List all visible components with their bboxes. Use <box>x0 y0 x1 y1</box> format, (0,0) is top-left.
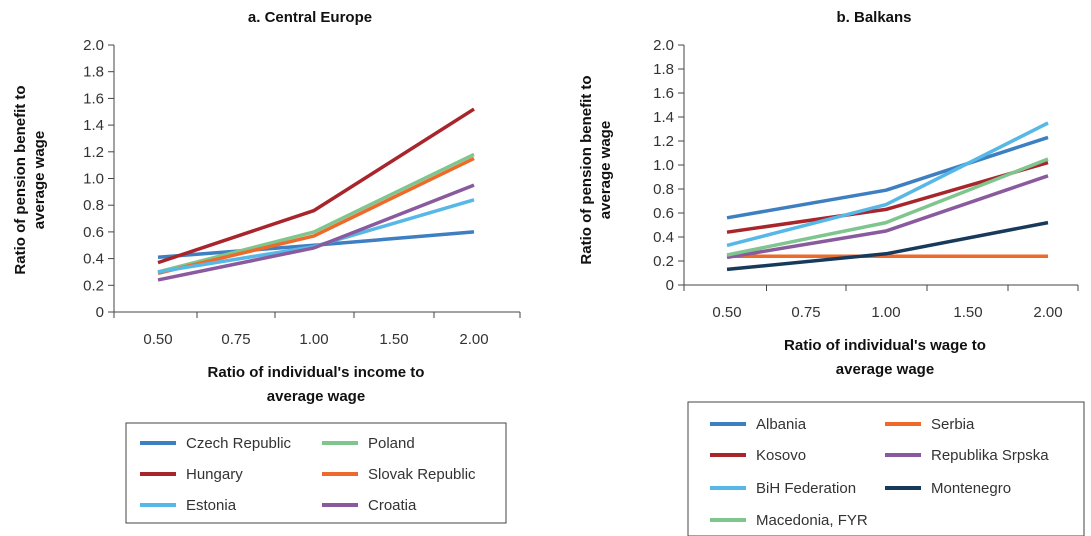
y-tick-label: 0.8 <box>83 197 104 214</box>
series-line-croatia <box>157 183 475 282</box>
y-tick-label: 0.8 <box>653 181 674 198</box>
y-tick-label: 1.2 <box>83 144 104 161</box>
x-axis-label: average wage <box>836 361 934 378</box>
y-tick-label: 1.2 <box>653 133 674 150</box>
y-tick-label: 2.0 <box>653 37 674 54</box>
y-tick-label: 1.6 <box>653 85 674 102</box>
y-tick-label: 1.0 <box>83 171 104 188</box>
x-tick-label: 1.50 <box>953 304 982 321</box>
y-tick-label: 0.4 <box>83 251 104 268</box>
legend: Albania Serbia Kosovo Republika Srpska BiH F… <box>687 401 1085 536</box>
x-tick-label: 1.00 <box>299 331 328 348</box>
chart-title: b. Balkans <box>836 9 911 26</box>
y-axis-label-line: average wage <box>31 131 48 229</box>
y-axis-label-line: Ratio of pension benefit to <box>12 85 29 274</box>
y-tick-label: 0.6 <box>83 224 104 241</box>
legend-label: Croatia <box>368 497 417 514</box>
series-line-republika-srpska <box>726 174 1049 260</box>
legend-label: Montenegro <box>931 480 1011 497</box>
legend: Czech Republic Poland Hungary Slovak Republ… <box>125 422 507 524</box>
x-tick-label: 2.00 <box>1033 304 1062 321</box>
legend-label: Macedonia, FYR <box>756 512 868 529</box>
y-tick-label: 0.2 <box>83 277 104 294</box>
y-tick-label: 0.4 <box>653 229 674 246</box>
x-tick-label: 0.75 <box>221 331 250 348</box>
y-tick-label: 0.2 <box>653 253 674 270</box>
legend-label: Albania <box>756 416 807 433</box>
x-tick-label: 0.50 <box>712 304 741 321</box>
series-line-poland <box>157 152 475 274</box>
y-tick-label: 1.8 <box>653 61 674 78</box>
y-axis-label-line: average wage <box>597 121 614 219</box>
legend-label: Serbia <box>931 416 975 433</box>
y-axis-label: Ratio of pension benefit to average wage <box>578 75 614 264</box>
y-tick-label: 0 <box>96 304 104 321</box>
series-line-bih-federation <box>726 121 1049 248</box>
x-axis-label: Ratio of individual's income to <box>208 364 425 381</box>
y-tick-label: 0 <box>666 277 674 294</box>
y-tick-label: 1.4 <box>83 117 104 134</box>
y-axis-label: Ratio of pension benefit to average wage <box>12 85 48 274</box>
central-europe-chart: a. Central Europe Ratio of pension benefi… <box>12 9 521 524</box>
legend-label: Czech Republic <box>186 435 292 452</box>
legend-box <box>125 422 507 524</box>
legend-label: Poland <box>368 435 415 452</box>
series-line-macedonia-fyr <box>726 157 1049 257</box>
x-axis-label: Ratio of individual's wage to <box>784 337 986 354</box>
series-line-hungary <box>157 107 475 265</box>
legend-label: BiH Federation <box>756 480 856 497</box>
chart-title: a. Central Europe <box>248 9 372 26</box>
x-tick-label: 2.00 <box>459 331 488 348</box>
x-tick-label: 0.75 <box>791 304 820 321</box>
x-tick-label: 0.50 <box>143 331 172 348</box>
legend-label: Hungary <box>186 466 243 483</box>
legend-label: Kosovo <box>756 447 806 464</box>
x-tick-label: 1.00 <box>871 304 900 321</box>
y-tick-label: 1.8 <box>83 64 104 81</box>
y-tick-label: 1.6 <box>83 90 104 107</box>
x-axis-label: average wage <box>267 388 365 405</box>
y-tick-label: 2.0 <box>83 37 104 54</box>
series-line-albania <box>726 135 1049 220</box>
x-tick-label: 1.50 <box>379 331 408 348</box>
y-tick-label: 1.4 <box>653 109 674 126</box>
series-line-slovak-republic <box>157 156 475 275</box>
series-line-montenegro <box>726 220 1049 272</box>
series-line-kosovo <box>726 160 1049 234</box>
y-tick-label: 0.6 <box>653 205 674 222</box>
y-axis-label-line: Ratio of pension benefit to <box>578 75 595 264</box>
legend-label: Estonia <box>186 497 237 514</box>
legend-label: Slovak Republic <box>368 466 476 483</box>
legend-label: Republika Srpska <box>931 447 1049 464</box>
y-tick-label: 1.0 <box>653 157 674 174</box>
